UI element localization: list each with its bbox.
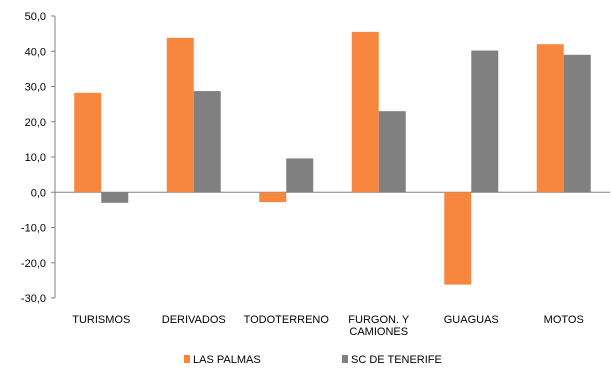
category-label: TURISMOS [72, 314, 130, 326]
legend-swatch [184, 355, 190, 363]
bar-las-palmas-2 [259, 192, 287, 203]
bar-sc-de-tenerife-2 [286, 158, 314, 193]
bar-sc-de-tenerife-1 [193, 91, 221, 193]
y-tick-label: 50,0 [25, 11, 46, 23]
y-tick-label: 30,0 [25, 82, 46, 94]
category-label: GUAGUAS [444, 314, 499, 326]
bar-sc-de-tenerife-3 [378, 111, 406, 193]
bar-las-palmas-3 [351, 31, 379, 193]
bars [74, 31, 591, 285]
category-label: MOTOS [544, 314, 584, 326]
y-tick-label: -30,0 [21, 293, 46, 305]
labels: -30,0 -20,0 -10,0 0,0 10,0 20,0 30,0 40,0 50,0 TU… [21, 11, 584, 338]
legend-label: LAS PALMAS [193, 354, 261, 366]
bar-sc-de-tenerife-0 [101, 192, 129, 203]
bar-sc-de-tenerife-4 [471, 50, 499, 193]
bar-las-palmas-5 [536, 44, 564, 193]
y-tick-label: 10,0 [25, 152, 46, 164]
category-label: TODOTERRENO [244, 314, 330, 326]
legend-label: SC DE TENERIFE [351, 354, 442, 366]
y-tick-label: -20,0 [21, 258, 46, 270]
bar-las-palmas-1 [166, 37, 194, 193]
axes [51, 15, 610, 299]
bar-las-palmas-0 [74, 92, 102, 193]
y-tick-label: 20,0 [25, 117, 46, 129]
y-tick-label: 40,0 [25, 46, 46, 58]
category-label: DERIVADOS [162, 314, 226, 326]
category-label: FURGON. Y CAMIONES [348, 314, 410, 338]
y-tick-label: 0,0 [31, 187, 46, 199]
bar-sc-de-tenerife-5 [563, 54, 591, 193]
bar-las-palmas-4 [444, 192, 472, 285]
y-tick-label: -10,0 [21, 223, 46, 235]
legend-swatch [342, 355, 348, 363]
legend: LAS PALMAS SC DE TENERIFE [184, 354, 442, 366]
